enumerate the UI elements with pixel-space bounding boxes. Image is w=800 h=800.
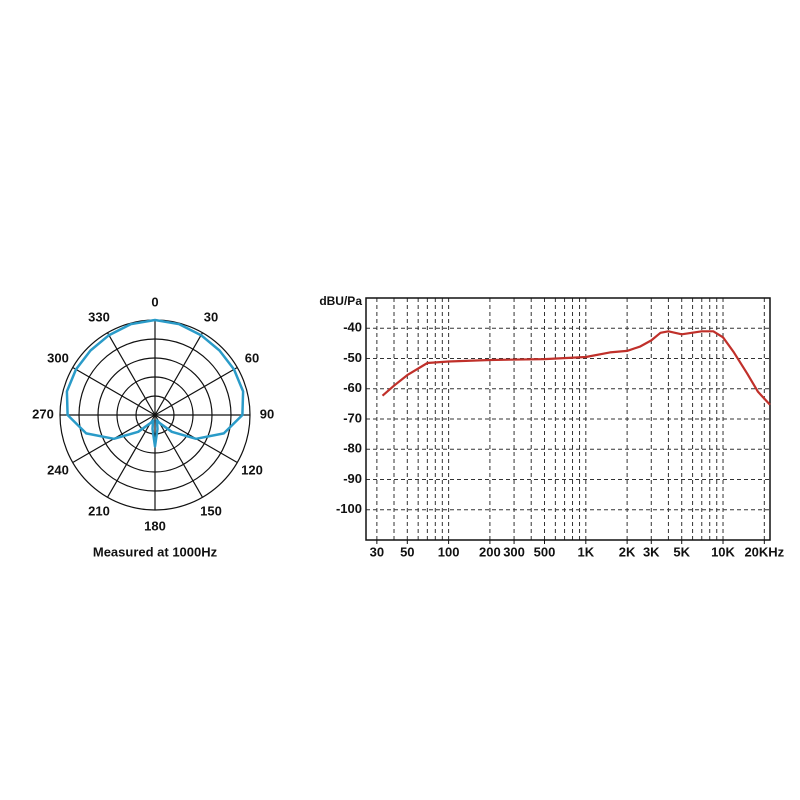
caption: Measured at 1000Hz — [93, 544, 218, 559]
polar-spoke — [154, 366, 238, 416]
angle-label: 120 — [241, 462, 263, 477]
plot-frame — [365, 297, 771, 541]
x-tick-label: 500 — [534, 544, 556, 559]
x-tick-label: 300 — [503, 544, 525, 559]
angle-label: 0 — [151, 294, 158, 309]
polar-spoke — [154, 332, 204, 416]
angle-label: 60 — [245, 350, 259, 365]
x-tick-label: 20KHz — [744, 544, 784, 559]
y-tick-label: -60 — [343, 380, 362, 395]
polar-spoke — [106, 332, 156, 416]
x-tick-label: 10K — [711, 544, 735, 559]
angle-label: 210 — [88, 503, 110, 518]
response-line — [381, 330, 771, 406]
x-tick-label: 30 — [370, 544, 384, 559]
x-tick-label: 50 — [400, 544, 414, 559]
polar-spoke — [72, 366, 156, 416]
angle-label: 150 — [200, 503, 222, 518]
angle-label: 180 — [144, 518, 166, 533]
angle-label: 90 — [260, 406, 274, 421]
x-tick-label: 200 — [479, 544, 501, 559]
angle-label: 300 — [47, 350, 69, 365]
polar-pattern — [65, 318, 245, 448]
x-tick-label: 3K — [643, 544, 660, 559]
y-tick-label: -40 — [343, 320, 362, 335]
x-tick-label: 2K — [619, 544, 636, 559]
y-tick-label: -70 — [343, 410, 362, 425]
y-tick-label: -90 — [343, 471, 362, 486]
angle-label: 30 — [204, 309, 218, 324]
x-tick-label: 1K — [577, 544, 594, 559]
polar-spoke — [154, 414, 204, 498]
polar-spoke — [106, 414, 156, 498]
angle-label: 330 — [88, 309, 110, 324]
x-tick-label: 100 — [438, 544, 460, 559]
y-tick-label: -100 — [336, 501, 362, 516]
y-axis-label: dBU/Pa — [319, 294, 362, 308]
angle-label: 270 — [32, 406, 54, 421]
x-tick-label: 5K — [673, 544, 690, 559]
y-tick-label: -80 — [343, 441, 362, 456]
y-tick-label: -50 — [343, 350, 362, 365]
angle-label: 240 — [47, 462, 69, 477]
